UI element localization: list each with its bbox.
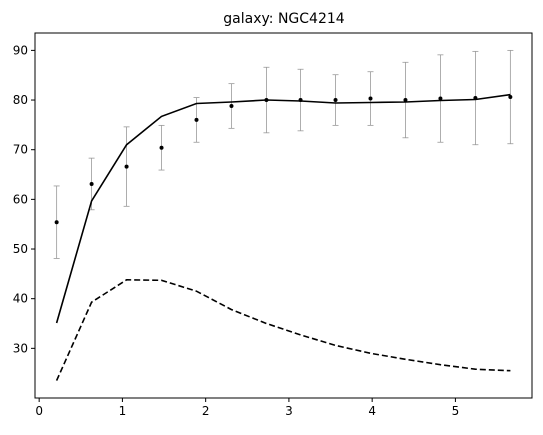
error-bars — [54, 50, 514, 258]
plot-area — [35, 33, 532, 398]
data-point — [438, 97, 442, 101]
data-point — [508, 95, 512, 99]
y-tick-label: 90 — [13, 43, 28, 57]
y-tick-label: 40 — [13, 292, 28, 306]
data-point — [473, 96, 477, 100]
x-tick-label: 1 — [119, 404, 127, 418]
y-tick-label: 30 — [13, 341, 28, 355]
y-tick-label: 60 — [13, 192, 28, 206]
x-tick-label: 4 — [368, 404, 376, 418]
data-points — [55, 95, 513, 224]
y-axis: 30 40 50 60 70 80 90 — [13, 43, 35, 355]
data-point — [368, 97, 372, 101]
y-tick-label: 70 — [13, 143, 28, 157]
data-point — [403, 98, 407, 102]
series-line-dashed — [57, 280, 511, 381]
data-point — [160, 146, 164, 150]
x-tick-label: 3 — [285, 404, 293, 418]
data-point — [229, 104, 233, 108]
data-point — [55, 220, 59, 224]
y-tick-label: 50 — [13, 242, 28, 256]
series-line-solid — [57, 95, 511, 323]
x-axis: 0 1 2 3 4 5 — [35, 398, 459, 418]
y-tick-label: 80 — [13, 93, 28, 107]
data-point — [264, 98, 268, 102]
x-tick-label: 2 — [202, 404, 210, 418]
data-point — [299, 98, 303, 102]
x-tick-label: 0 — [35, 404, 43, 418]
x-tick-label: 5 — [452, 404, 460, 418]
data-point — [125, 165, 129, 169]
series-lines — [57, 95, 511, 381]
data-point — [334, 98, 338, 102]
data-point — [195, 118, 199, 122]
data-point — [90, 182, 94, 186]
chart-title: galaxy: NGC4214 — [223, 11, 344, 27]
